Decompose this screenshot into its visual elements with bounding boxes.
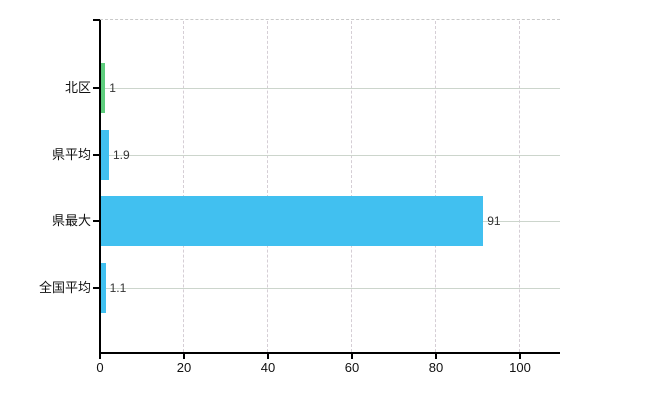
category-label: 県平均: [51, 146, 91, 162]
x-tick-label: 40: [260, 360, 276, 375]
vertical-gridline: [435, 21, 436, 352]
x-axis-line: [99, 352, 560, 354]
y-axis-tick: [93, 87, 100, 89]
y-axis-tick: [93, 220, 100, 223]
y-axis-line: [99, 20, 101, 353]
x-axis-tick: [183, 353, 185, 359]
x-axis-tick: [99, 353, 101, 359]
y-axis-tick: [93, 287, 100, 289]
vertical-gridline: [183, 21, 184, 352]
horizontal-gridline: [101, 88, 560, 89]
x-tick-label: 60: [344, 360, 360, 375]
horizontal-gridline: [101, 154, 560, 156]
y-axis-top-tick: [93, 19, 100, 21]
x-axis-tick: [351, 353, 353, 359]
x-axis-tick: [267, 353, 269, 359]
bar-value-label: 1.9: [112, 147, 130, 162]
plot-top-border: [100, 19, 560, 20]
bar-value-label: 1.1: [109, 281, 127, 295]
bar-0: [101, 63, 106, 113]
category-label: 県最大: [51, 213, 91, 229]
x-axis-tick: [435, 353, 437, 359]
bar-3: [101, 263, 106, 313]
vertical-gridline: [351, 21, 352, 352]
vertical-gridline: [267, 21, 268, 352]
vertical-gridline: [519, 21, 520, 352]
bar-2: [101, 196, 484, 247]
category-label: 北区: [64, 80, 91, 95]
x-tick-label: 20: [176, 360, 192, 375]
x-tick-label: 100: [509, 360, 531, 375]
x-axis-tick: [519, 353, 521, 359]
bar-value-label: 1: [109, 81, 116, 95]
bar-1: [101, 129, 109, 180]
horizontal-gridline: [101, 288, 560, 289]
x-tick-label: 0: [96, 360, 104, 375]
x-tick-label: 80: [428, 360, 444, 375]
y-axis-tick: [93, 153, 100, 156]
category-label: 全国平均: [38, 280, 91, 295]
bar-value-label: 91: [487, 214, 501, 229]
